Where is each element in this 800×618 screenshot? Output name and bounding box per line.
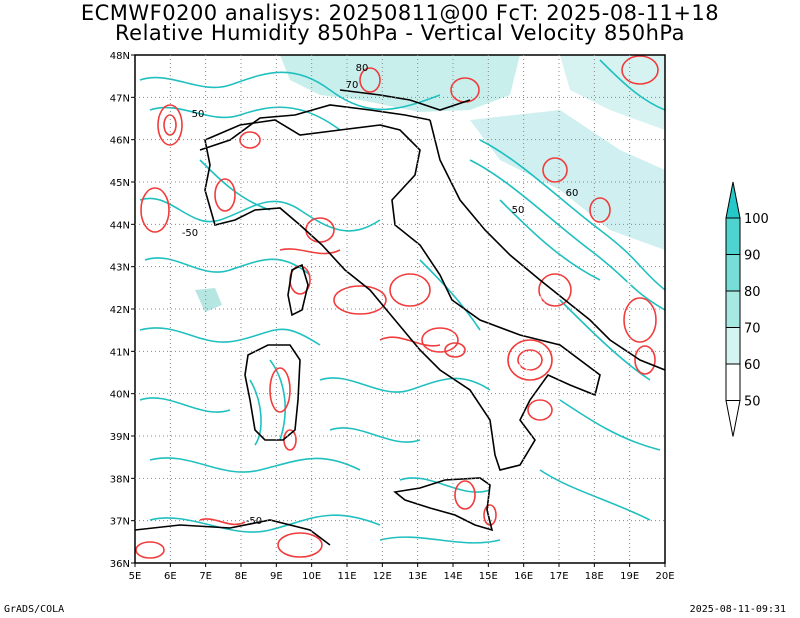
lon-tick-label: 8E bbox=[235, 571, 248, 582]
contour-label: -0.2 bbox=[347, 291, 367, 302]
lat-tick-label: 43N bbox=[110, 263, 130, 274]
lon-tick-label: 18E bbox=[585, 571, 604, 582]
lon-tick-label: 16E bbox=[514, 571, 533, 582]
lat-tick-label: 39N bbox=[110, 432, 130, 443]
corsica-coastline bbox=[287, 263, 309, 317]
colorbar-segment bbox=[725, 254, 741, 292]
colorbar-label: 100 bbox=[744, 212, 769, 227]
contour-label: -0.4 bbox=[532, 295, 552, 306]
lon-tick-label: 17E bbox=[549, 571, 568, 582]
contour-label: 50 bbox=[192, 109, 205, 120]
colorbar-arrow-top bbox=[725, 181, 741, 219]
balkan-coast bbox=[429, 119, 665, 371]
lon-tick-label: 9E bbox=[270, 571, 283, 582]
lat-tick-label: 42N bbox=[110, 305, 130, 316]
colorbar-label: 60 bbox=[744, 358, 761, 373]
contour-label: 70 bbox=[346, 80, 359, 91]
contour-label: 60 bbox=[566, 188, 579, 199]
contour-label: -0.6 bbox=[623, 277, 643, 288]
contour-label: -0.2 bbox=[511, 363, 531, 374]
contour-label: -50 bbox=[182, 228, 198, 239]
colorbar-label: 70 bbox=[744, 322, 761, 337]
lon-tick-label: 13E bbox=[408, 571, 427, 582]
lon-tick-label: 19E bbox=[620, 571, 639, 582]
chart-subtitle: Relative Humidity 850hPa - Vertical Velo… bbox=[115, 21, 685, 45]
contour-label: 80 bbox=[356, 63, 369, 74]
colorbar: 100 90 80 70 60 50 bbox=[725, 181, 769, 437]
contour-label: -50 bbox=[246, 516, 262, 527]
lat-tick-label: 40N bbox=[110, 390, 130, 401]
lat-tick-label: 38N bbox=[110, 474, 130, 485]
lat-tick-label: 41N bbox=[110, 347, 130, 358]
colorbar-segment bbox=[725, 290, 741, 328]
lat-tick-label: 47N bbox=[110, 93, 130, 104]
colorbar-label: 90 bbox=[744, 249, 761, 264]
colorbar-segment bbox=[725, 327, 741, 365]
colorbar-segment bbox=[725, 217, 741, 255]
chart-title: ECMWF0200 analisys: 20250811@00 FcT: 202… bbox=[80, 1, 720, 25]
latitude-axis: 48N 47N 46N 45N 44N 43N 42N 41N 40N 39N 38N 37N 36N bbox=[110, 51, 135, 570]
lon-tick-label: 10E bbox=[302, 571, 321, 582]
north-border bbox=[199, 104, 431, 151]
lat-tick-label: 37N bbox=[110, 517, 130, 528]
italy-coastline bbox=[204, 119, 601, 471]
rh-shade-sardinia bbox=[195, 288, 222, 312]
longitude-axis: 5E 6E 7E 8E 9E 10E 11E 12E 13E 14E 15E 16E 17E 18E 19E… bbox=[129, 563, 675, 582]
alps-border bbox=[339, 89, 471, 111]
lon-tick-label: 14E bbox=[443, 571, 462, 582]
lon-tick-label: 7E bbox=[199, 571, 212, 582]
colorbar-segment bbox=[725, 363, 741, 401]
map-grid bbox=[135, 55, 665, 563]
lat-tick-label: 46N bbox=[110, 136, 130, 147]
lon-tick-label: 15E bbox=[479, 571, 498, 582]
footer-left: GrADS/COLA bbox=[4, 604, 65, 615]
lon-tick-label: 5E bbox=[129, 571, 142, 582]
lon-tick-label: 20E bbox=[655, 571, 674, 582]
coastlines bbox=[135, 89, 665, 546]
lat-tick-label: 48N bbox=[110, 51, 130, 62]
lat-tick-label: 36N bbox=[110, 559, 130, 570]
lon-tick-label: 6E bbox=[164, 571, 177, 582]
contour-label: 0.2 bbox=[534, 423, 550, 434]
contour-label: 50 bbox=[512, 205, 525, 216]
rh-shade-ne bbox=[560, 55, 665, 130]
colorbar-label: 80 bbox=[744, 285, 761, 300]
lat-tick-label: 44N bbox=[110, 220, 130, 231]
lat-tick-label: 45N bbox=[110, 178, 130, 189]
rh-shade-balkans bbox=[470, 110, 665, 250]
weather-map: 5E 6E 7E 8E 9E 10E 11E 12E 13E 14E 15E 16E 17E 18E 19E… bbox=[110, 51, 769, 582]
footer-right: 2025-08-11-09:31 bbox=[689, 604, 786, 615]
sardinia-coastline bbox=[244, 344, 301, 441]
colorbar-arrow-bottom bbox=[725, 400, 741, 437]
sicily-coastline bbox=[393, 477, 494, 532]
contour-labels: 80 70 50 60 50 -50 -0.2 -0.4 -0.6 -0.2 0.2 -50 bbox=[182, 63, 643, 527]
colorbar-label: 50 bbox=[744, 395, 761, 410]
lon-tick-label: 12E bbox=[373, 571, 392, 582]
lon-tick-label: 11E bbox=[337, 571, 356, 582]
africa-coast bbox=[135, 519, 331, 546]
